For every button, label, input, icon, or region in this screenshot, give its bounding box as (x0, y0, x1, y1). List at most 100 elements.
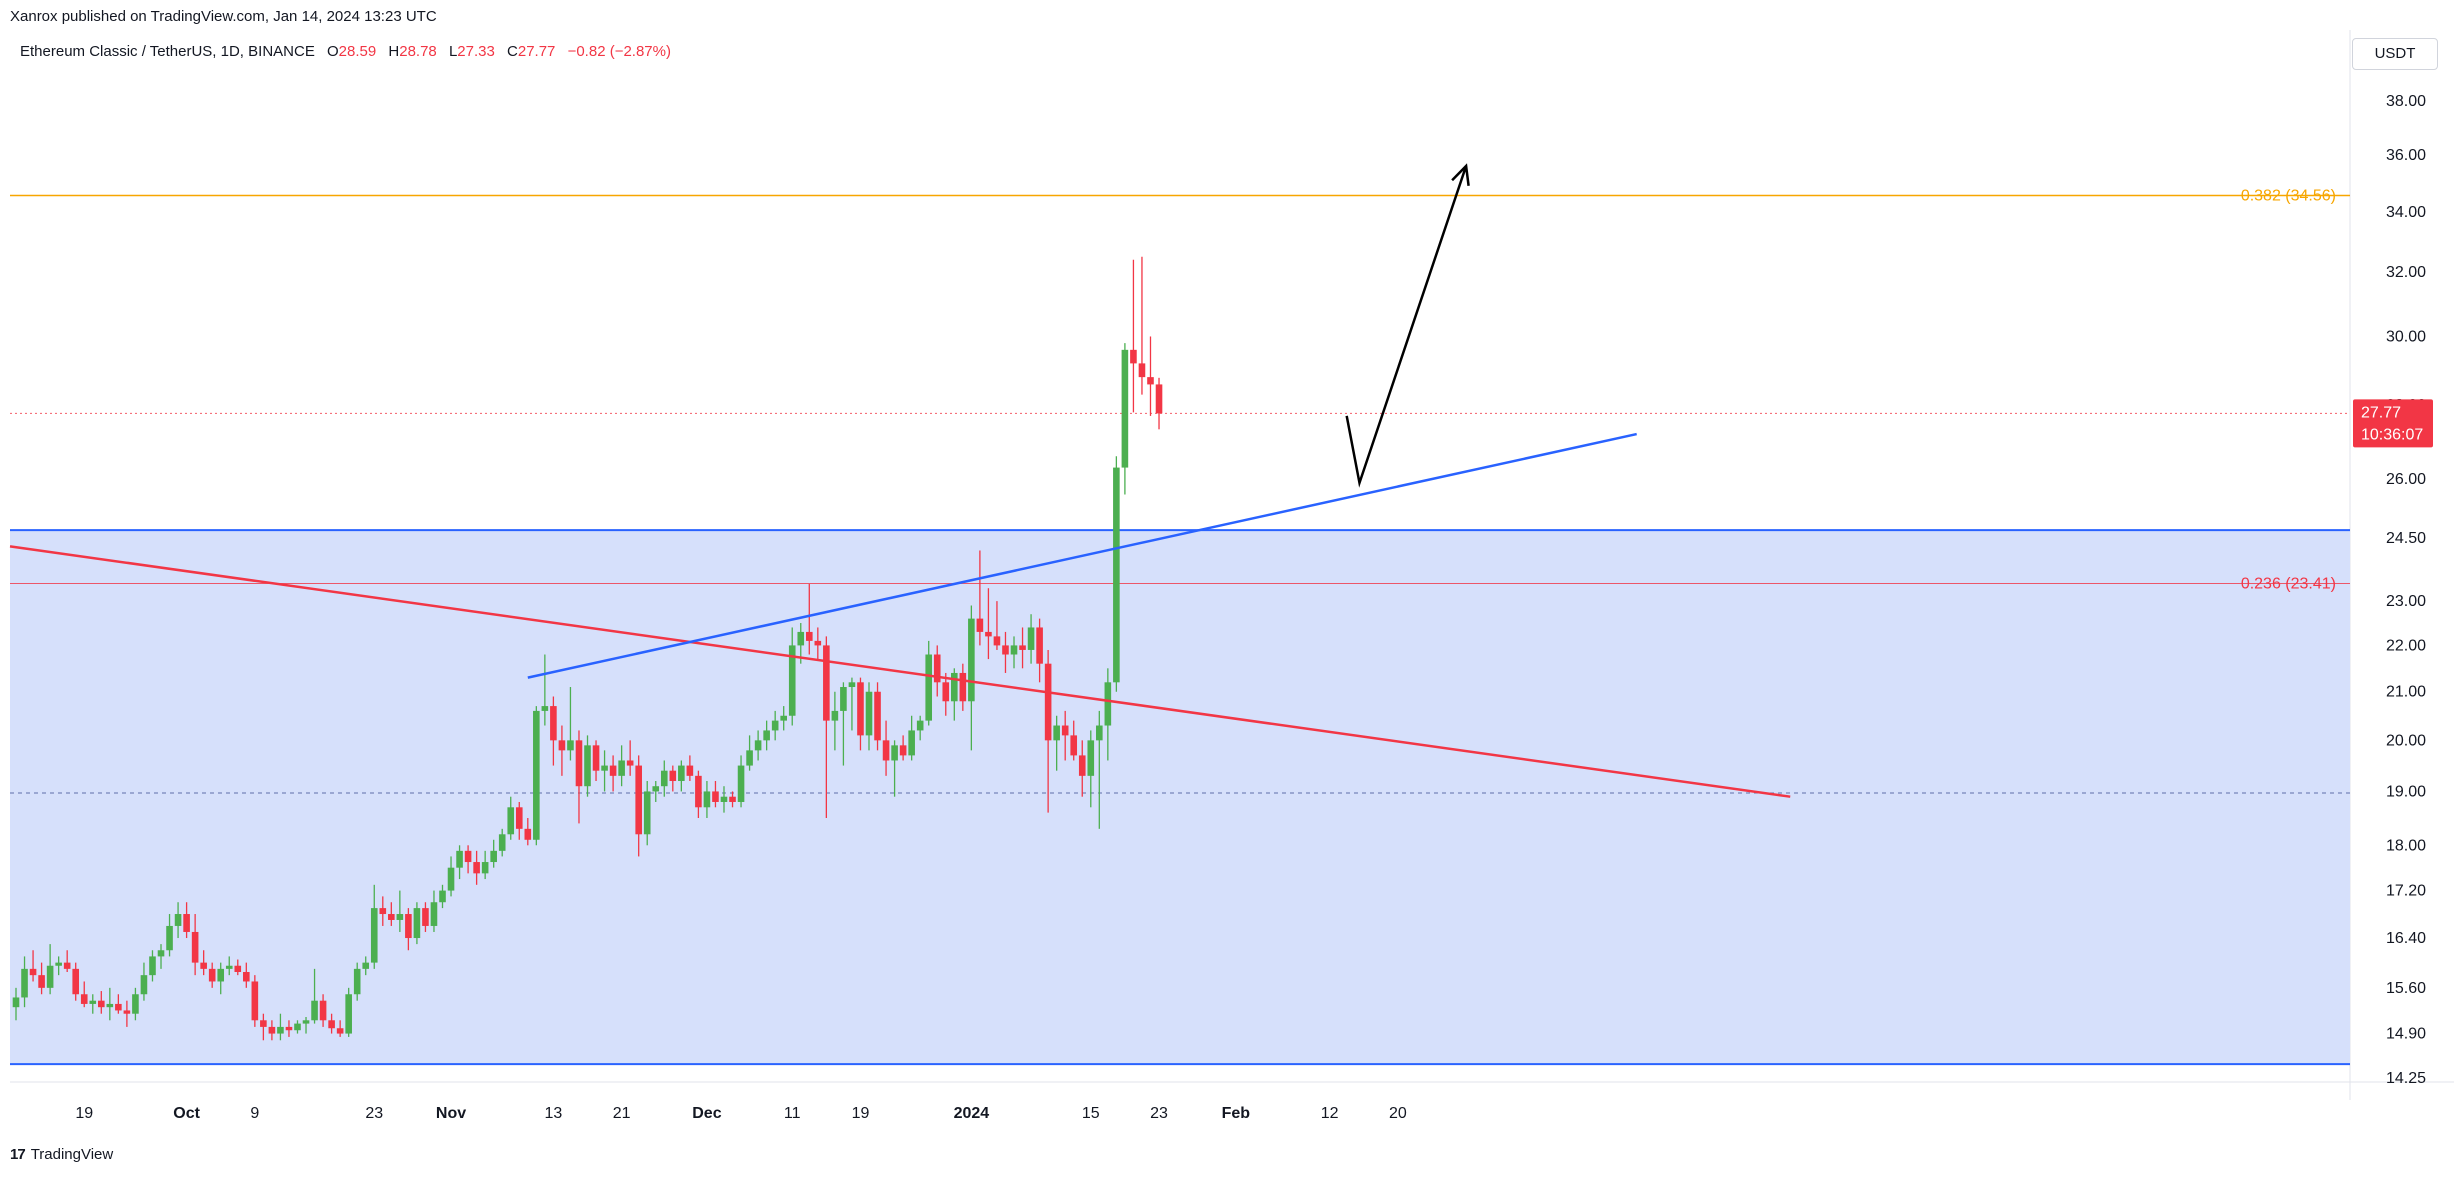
candle-body[interactable] (592, 745, 600, 771)
candle-body[interactable] (1070, 735, 1078, 756)
candle-body[interactable] (328, 1020, 335, 1029)
candle-body[interactable] (840, 687, 847, 711)
candle-body[interactable] (200, 962, 207, 969)
candle-body[interactable] (942, 682, 950, 702)
candlestick-series[interactable] (12, 256, 1163, 1041)
candle-body[interactable] (669, 770, 677, 782)
candle-body[interactable] (302, 1020, 310, 1024)
candle-body[interactable] (874, 691, 881, 741)
candle-body[interactable] (149, 956, 156, 976)
candle-body[interactable] (132, 994, 139, 1014)
candle-body[interactable] (481, 862, 489, 874)
candle-body[interactable] (319, 1000, 327, 1021)
candle-body[interactable] (763, 730, 770, 741)
candle-body[interactable] (63, 962, 71, 969)
candle-body[interactable] (823, 645, 830, 721)
candle-body[interactable] (507, 807, 515, 835)
candle-body[interactable] (72, 968, 80, 995)
candle-body[interactable] (695, 775, 702, 808)
candle-body[interactable] (115, 1003, 122, 1011)
candle-body[interactable] (771, 720, 779, 731)
tradingview-footer[interactable]: 17 TradingView (10, 1146, 113, 1163)
descending-resistance-line[interactable] (9, 545, 1791, 798)
candle-body[interactable] (362, 962, 370, 969)
price-axis[interactable]: 38.0036.0034.0032.0030.0028.0026.0024.50… (2386, 93, 2426, 1087)
candle-body[interactable] (908, 730, 915, 756)
candle-body[interactable] (916, 720, 924, 731)
candle-body[interactable] (951, 672, 958, 702)
candle-body[interactable] (336, 1028, 344, 1034)
candle-body[interactable] (524, 828, 532, 840)
candle-body[interactable] (1010, 645, 1018, 655)
candle-body[interactable] (106, 1003, 114, 1008)
candle-body[interactable] (1155, 384, 1163, 414)
candle-body[interactable] (498, 834, 506, 851)
candle-body[interactable] (626, 760, 634, 766)
candle-body[interactable] (865, 691, 873, 736)
candle-body[interactable] (933, 654, 941, 683)
candle-body[interactable] (225, 965, 233, 969)
candle-body[interactable] (968, 618, 975, 702)
candle-body[interactable] (1053, 725, 1060, 741)
candle-body[interactable] (46, 965, 54, 988)
candle-body[interactable] (345, 994, 352, 1034)
candle-body[interactable] (686, 765, 694, 776)
candle-body[interactable] (746, 750, 753, 766)
candle-body[interactable] (183, 914, 190, 932)
candle-body[interactable] (1087, 740, 1095, 776)
candle-body[interactable] (191, 931, 199, 963)
candle-body[interactable] (166, 925, 173, 951)
candle-body[interactable] (285, 1026, 293, 1031)
candle-body[interactable] (405, 914, 412, 939)
candle-body[interactable] (260, 1020, 267, 1027)
candle-body[interactable] (12, 997, 20, 1008)
candle-body[interactable] (831, 710, 839, 721)
candle-body[interactable] (473, 862, 480, 874)
candle-body[interactable] (1036, 627, 1043, 664)
candle-body[interactable] (635, 765, 642, 835)
currency-button[interactable]: USDT (2352, 38, 2438, 70)
candle-body[interactable] (848, 682, 856, 688)
candle-body[interactable] (311, 1000, 318, 1021)
candle-body[interactable] (737, 765, 745, 802)
candle-body[interactable] (243, 972, 250, 982)
candle-body[interactable] (993, 636, 1001, 646)
candle-body[interactable] (1061, 725, 1069, 736)
projection-path[interactable] (1345, 165, 1468, 488)
projection-arrow[interactable] (1345, 163, 1470, 488)
candle-body[interactable] (754, 740, 762, 751)
candle-body[interactable] (558, 740, 566, 751)
candle-body[interactable] (584, 745, 591, 787)
candle-body[interactable] (1019, 645, 1026, 650)
candle-body[interactable] (234, 965, 242, 973)
time-axis[interactable]: 19 Oct 9 23 Nov 13 21 Dec 11 19 2024 15 23 Feb 12 20 (75, 1105, 1407, 1122)
candle-body[interactable] (379, 908, 387, 915)
candle-body[interactable] (533, 710, 540, 840)
candle-body[interactable] (618, 760, 625, 776)
candle-body[interactable] (422, 908, 429, 926)
trendlines[interactable] (9, 432, 1791, 798)
candle-body[interactable] (712, 791, 719, 802)
candle-body[interactable] (174, 914, 182, 926)
candle-body[interactable] (985, 631, 992, 637)
candle-body[interactable] (1078, 755, 1086, 776)
candle-body[interactable] (678, 765, 685, 782)
candle-body[interactable] (925, 654, 933, 721)
candle-body[interactable] (1113, 467, 1120, 683)
candle-body[interactable] (294, 1023, 301, 1031)
candle-body[interactable] (21, 968, 28, 998)
candle-body[interactable] (575, 740, 583, 787)
candle-body[interactable] (1044, 663, 1052, 741)
candle-body[interactable] (550, 706, 557, 741)
candle-body[interactable] (660, 770, 668, 787)
candle-body[interactable] (490, 850, 497, 863)
candle-body[interactable] (643, 791, 651, 835)
candle-body[interactable] (251, 981, 259, 1021)
candle-body[interactable] (1147, 377, 1154, 385)
candle-body[interactable] (413, 908, 421, 939)
candle-body[interactable] (55, 962, 62, 966)
symbol-title[interactable]: Ethereum Classic / TetherUS, 1D, BINANCE (20, 43, 315, 60)
candle-body[interactable] (353, 968, 361, 995)
candle-body[interactable] (652, 786, 660, 792)
candle-body[interactable] (80, 994, 88, 1004)
